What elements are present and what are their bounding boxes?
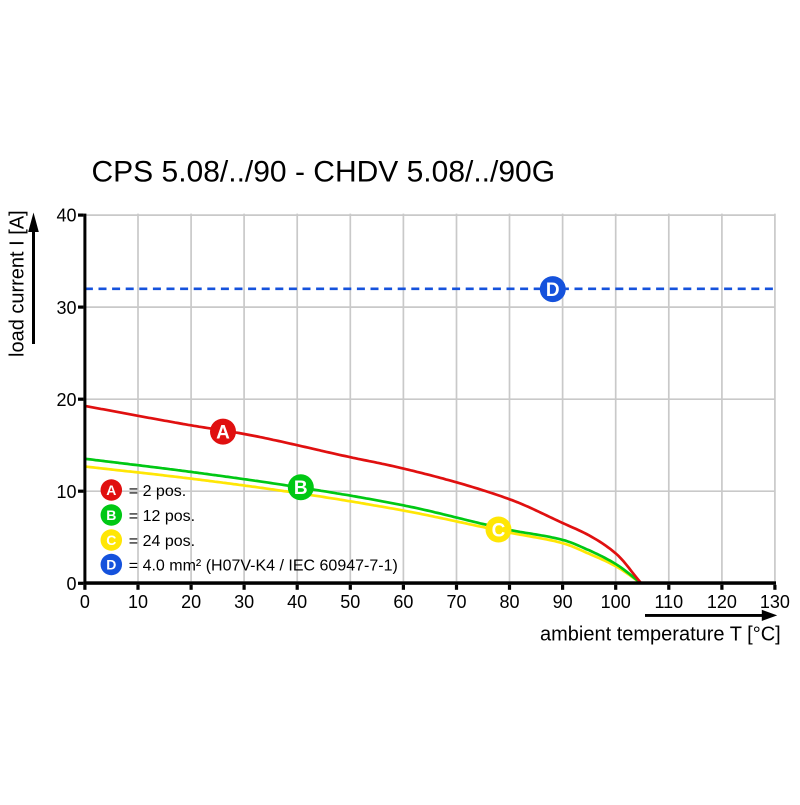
svg-text:40: 40 bbox=[287, 592, 307, 612]
svg-text:C: C bbox=[492, 520, 506, 541]
svg-text:90: 90 bbox=[553, 592, 573, 612]
svg-text:load current I [A]: load current I [A] bbox=[7, 210, 29, 357]
svg-text:ambient temperature T [°C]: ambient temperature T [°C] bbox=[540, 624, 781, 646]
svg-text:0: 0 bbox=[80, 592, 90, 612]
svg-text:30: 30 bbox=[234, 592, 254, 612]
svg-text:= 2 pos.: = 2 pos. bbox=[129, 483, 186, 500]
svg-text:= 24 pos.: = 24 pos. bbox=[129, 533, 195, 550]
svg-text:70: 70 bbox=[446, 592, 466, 612]
svg-text:100: 100 bbox=[601, 592, 631, 612]
svg-text:C: C bbox=[106, 532, 116, 548]
svg-text:D: D bbox=[546, 280, 560, 301]
svg-text:20: 20 bbox=[56, 390, 76, 410]
svg-text:B: B bbox=[106, 507, 116, 523]
svg-text:50: 50 bbox=[340, 592, 360, 612]
svg-text:110: 110 bbox=[654, 592, 683, 612]
svg-text:B: B bbox=[294, 478, 308, 499]
svg-text:80: 80 bbox=[499, 592, 519, 612]
svg-text:0: 0 bbox=[66, 574, 76, 594]
svg-text:A: A bbox=[216, 423, 230, 444]
svg-text:120: 120 bbox=[707, 592, 737, 612]
svg-text:130: 130 bbox=[760, 592, 790, 612]
svg-text:CPS 5.08/../90 - CHDV 5.08/../: CPS 5.08/../90 - CHDV 5.08/../90G bbox=[92, 156, 556, 189]
svg-text:A: A bbox=[106, 482, 116, 498]
svg-text:60: 60 bbox=[393, 592, 413, 612]
svg-text:10: 10 bbox=[56, 482, 76, 502]
svg-text:D: D bbox=[106, 557, 116, 573]
svg-text:10: 10 bbox=[128, 592, 148, 612]
svg-text:= 12 pos.: = 12 pos. bbox=[129, 508, 195, 525]
svg-text:20: 20 bbox=[181, 592, 201, 612]
svg-text:40: 40 bbox=[56, 206, 76, 226]
svg-text:= 4.0 mm² (H07V-K4 / IEC 60947: = 4.0 mm² (H07V-K4 / IEC 60947-7-1) bbox=[129, 557, 398, 574]
svg-text:30: 30 bbox=[56, 298, 76, 318]
